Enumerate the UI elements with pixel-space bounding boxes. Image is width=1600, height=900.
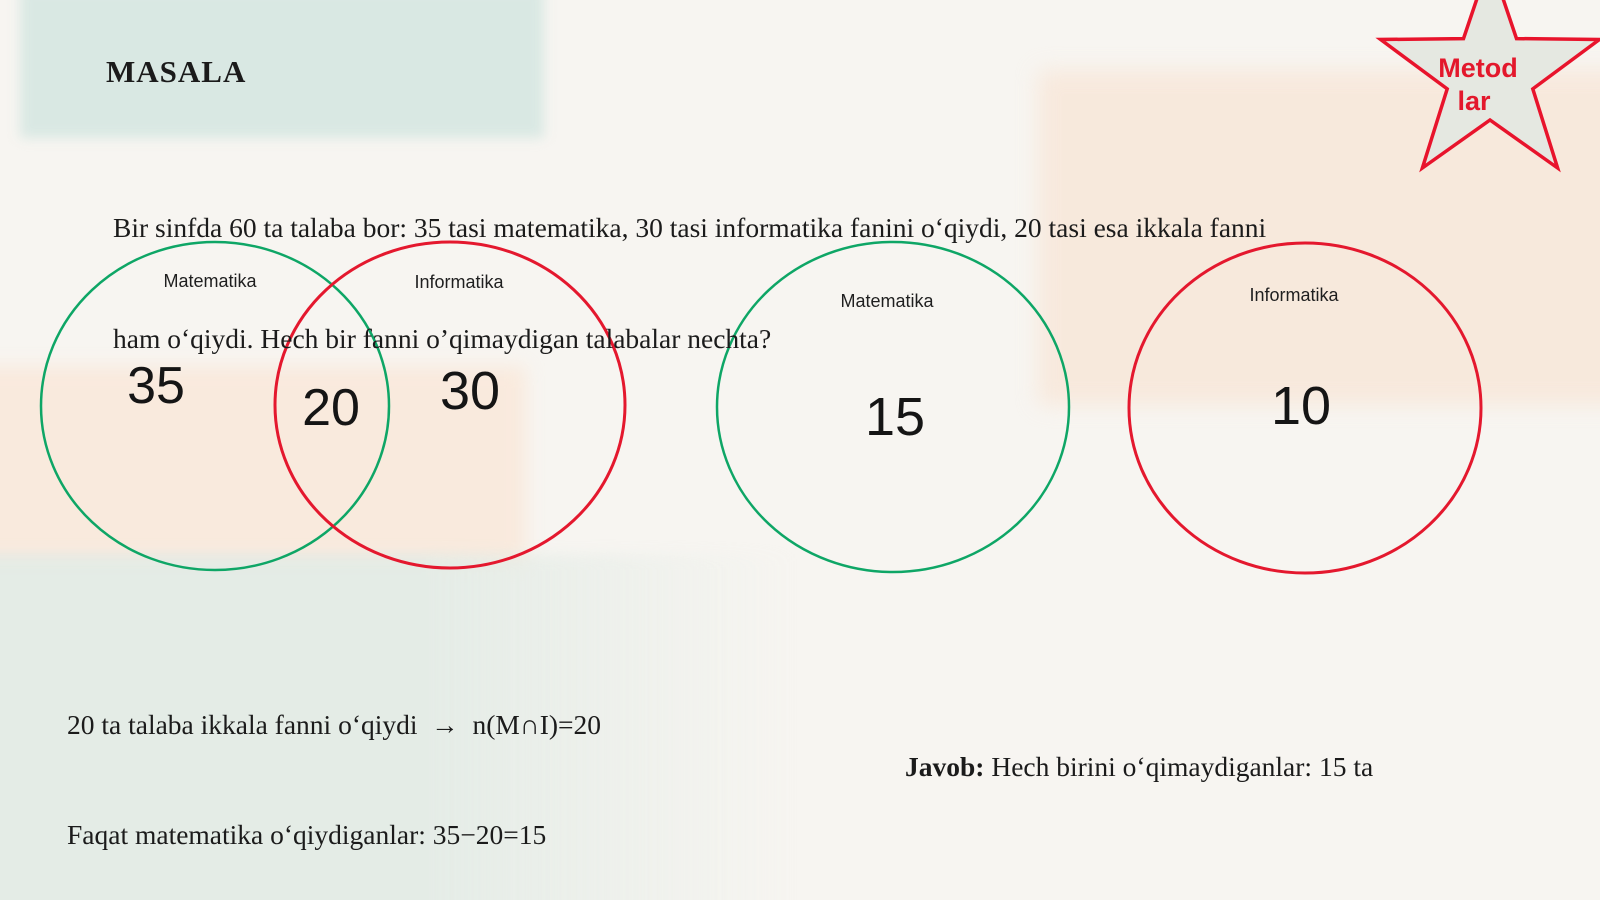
venn1-intersection-value: 20	[302, 379, 360, 437]
star-badge-text-line2: lar	[1457, 86, 1491, 116]
page-title: MASALA	[106, 54, 247, 89]
venn2-matematika-circle	[715, 240, 1071, 574]
venn2-informatika-value: 10	[1270, 376, 1332, 436]
solution-line-1: 20 ta talaba ikkala fanni oʻqiydi → n(M∩…	[67, 709, 602, 740]
venn2-matematika-value: 15	[864, 387, 926, 447]
solution-steps: 20 ta talaba ikkala fanni oʻqiydi → n(M∩…	[67, 634, 660, 900]
venn1-matematika-circle	[39, 240, 391, 572]
venn1-informatika-only-value: 30	[439, 361, 501, 421]
star-badge-text-line1: Metod	[1438, 53, 1518, 83]
venn1-informatika-circle	[273, 240, 627, 570]
venn2-matematika-label: Matematika	[840, 291, 934, 311]
solution-line-2: Faqat matematika oʻqiydiganlar: 35−20=15	[67, 818, 547, 850]
answer-text: Hech birini oʻqimaydiganlar: 15 ta	[984, 751, 1374, 782]
problem-line-1: Bir sinfda 60 ta talaba bor: 35 tasi mat…	[113, 212, 1267, 243]
answer-label: Javob:	[905, 751, 985, 782]
problem-line-2: ham oʻqiydi. Hech bir fanni o’qimaydigan…	[113, 323, 772, 354]
venn1-informatika-label: Informatika	[414, 272, 504, 292]
answer-line: Javob: Hech birini oʻqimaydiganlar: 15 t…	[905, 751, 1373, 783]
venn2-informatika-circle	[1127, 241, 1483, 575]
venn1-matematika-only-value: 35	[127, 357, 185, 415]
problem-statement: Bir sinfda 60 ta talaba bor: 35 tasi mat…	[113, 135, 1266, 431]
star-badge-icon	[1375, 0, 1600, 173]
venn2-informatika-label: Informatika	[1249, 285, 1339, 305]
venn1-matematika-label: Matematika	[163, 271, 257, 291]
